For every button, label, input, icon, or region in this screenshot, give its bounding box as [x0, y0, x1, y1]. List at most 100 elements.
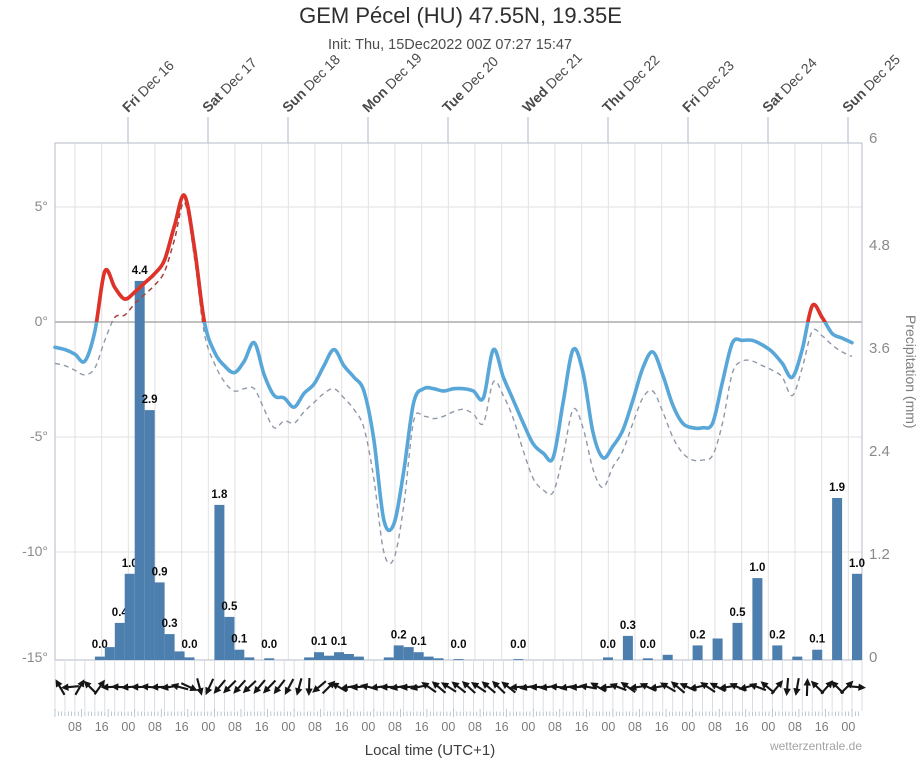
wind-arrow [312, 680, 327, 693]
wind-arrow-head [273, 685, 282, 695]
wind-arrow-head [284, 686, 292, 695]
precip-bar [692, 645, 703, 660]
precip-bar [622, 635, 633, 660]
wind-arrow-head [189, 684, 198, 691]
time-label: 08 [388, 720, 402, 734]
wind-arrow-head [205, 686, 213, 696]
temp-axis-tick-label: 0° [34, 313, 48, 329]
precip-bar [603, 657, 613, 660]
precip-bar [134, 280, 145, 660]
time-label: 08 [68, 720, 82, 734]
wind-arrow-head [628, 683, 637, 691]
wind-arrow [810, 680, 825, 695]
wind-arrow-head [359, 683, 369, 691]
wind-arrow [233, 679, 247, 694]
wind-arrow [262, 679, 277, 694]
precip-bar [662, 654, 673, 660]
bar-value-label: 0.0 [600, 639, 616, 651]
wind-arrow [331, 682, 348, 693]
bar-value-label: 0.2 [769, 629, 785, 641]
precip-bar [712, 638, 723, 660]
wind-arrow-head [481, 681, 490, 689]
wind-arrow-head [519, 683, 528, 691]
wind-arrow-head [491, 680, 500, 689]
precip-bar [144, 410, 155, 660]
wind-arrow-head [389, 683, 398, 691]
wind-arrow [839, 680, 854, 695]
wind-arrow-head [738, 683, 747, 691]
bar-value-label: 1.0 [849, 558, 865, 570]
time-label: 00 [841, 720, 856, 734]
temp-axis-tick-label: -5° [29, 428, 48, 444]
precip-bar [343, 654, 354, 660]
init-subtitle: Init: Thu, 15Dec2022 00Z 07:27 15:47 [328, 37, 572, 53]
bar-value-label: 0.0 [92, 639, 108, 651]
time-label: 00 [601, 720, 616, 734]
wind-arrow [451, 681, 467, 694]
bar-value-label: 1.0 [749, 562, 765, 574]
wind-arrow-head [461, 680, 470, 689]
bar-value-label: 0.1 [809, 634, 826, 646]
bar-value-label: 0.9 [152, 566, 168, 578]
time-label: 08 [468, 720, 482, 734]
wind-arrow [180, 682, 198, 691]
wind-arrow-head [295, 687, 303, 696]
wind-arrow-head [233, 685, 242, 694]
precip-bar [403, 647, 414, 660]
time-label: 08 [548, 720, 562, 734]
gridlines [55, 143, 862, 660]
wind-arrow-head [196, 687, 204, 696]
precip-bar [852, 573, 862, 660]
temp-axis-tick-label: -10° [22, 543, 48, 559]
precip-bar [264, 658, 275, 660]
precip-axis-tick-label: 0 [869, 649, 878, 666]
time-label: 16 [94, 720, 109, 734]
bar-value-label: 0.0 [182, 639, 198, 651]
wind-arrow [470, 681, 487, 693]
bar-value-label: 0.0 [640, 639, 656, 651]
precip-bar [752, 578, 763, 660]
wind-arrow-head [501, 681, 510, 689]
wind-arrow [431, 681, 447, 694]
wind-arrow-head [305, 688, 313, 696]
wind-arrow-head [409, 683, 418, 691]
wind-arrow-head [748, 683, 758, 690]
wind-arrow [305, 677, 313, 696]
temp-axis-tick-label: -15° [22, 649, 48, 665]
precip-bar [224, 616, 235, 660]
wind-arrow [60, 683, 79, 691]
bar-value-label: 0.1 [331, 636, 348, 648]
time-label: 08 [148, 720, 162, 734]
precip-bar [114, 622, 125, 660]
wind-arrow [820, 680, 834, 695]
wind-arrow-head [559, 683, 568, 691]
wind-arrow-head [110, 683, 119, 691]
bar-value-label: 1.9 [829, 482, 845, 494]
precip-bar [314, 652, 324, 660]
page-title: GEM Pécel (HU) 47.55N, 19.35E [299, 3, 622, 28]
precip-bar [413, 652, 424, 660]
precip-bar [732, 622, 743, 660]
time-label: 16 [334, 720, 349, 734]
precip-bar [324, 655, 334, 660]
wind-arrow-head [845, 680, 854, 689]
wind-arrow [74, 679, 85, 696]
time-label: 00 [521, 720, 536, 734]
wind-arrow [253, 679, 266, 694]
wind-arrow-head [60, 683, 69, 691]
wind-arrow-head [598, 683, 607, 691]
wind-arrow [700, 681, 716, 693]
precip-bar [353, 656, 364, 660]
wind-arrow-head [120, 683, 129, 691]
precip-axis-tick-label: 2.4 [869, 443, 890, 460]
wind-arrow [170, 683, 189, 691]
bar-value-label: 0.4 [112, 607, 129, 619]
wind-arrow-head [810, 680, 819, 689]
bar-value-label: 0.3 [620, 620, 636, 632]
wind-arrow-head [312, 685, 321, 693]
wind-arrow-head [140, 683, 149, 691]
bar-value-label: 0.5 [730, 607, 747, 619]
wind-arrow [748, 683, 767, 692]
dewpoint-curve-above-zero [111, 201, 204, 322]
temperature-curve [53, 193, 854, 533]
